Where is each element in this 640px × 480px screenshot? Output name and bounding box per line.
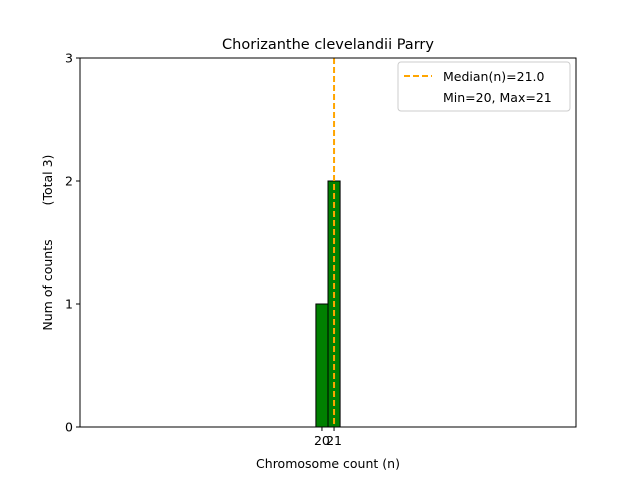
x-tick-label: 21 (326, 433, 342, 448)
x-tick-label: 20 (314, 433, 330, 448)
legend-box (397, 61, 571, 112)
y-tick-label: 3 (65, 51, 73, 66)
y-axis-total-label: (Total 3) (40, 155, 55, 206)
y-axis-label: Num of counts (40, 239, 55, 330)
plot-frame (79, 57, 577, 428)
legend-median-label: Median(n)=21.0 (443, 69, 544, 84)
y-tick-label: 0 (65, 420, 73, 435)
y-axis-ticks: 0 1 2 3 (65, 51, 80, 435)
legend: Median(n)=21.0 Min=20, Max=21 (397, 61, 571, 112)
x-axis-label: Chromosome count (n) (256, 456, 400, 471)
y-tick-label: 1 (65, 297, 73, 312)
chart-title: Chorizanthe clevelandii Parry (222, 37, 434, 53)
y-tick-label: 2 (65, 174, 73, 189)
legend-range-label: Min=20, Max=21 (443, 90, 552, 105)
bar-20 (315, 303, 329, 428)
